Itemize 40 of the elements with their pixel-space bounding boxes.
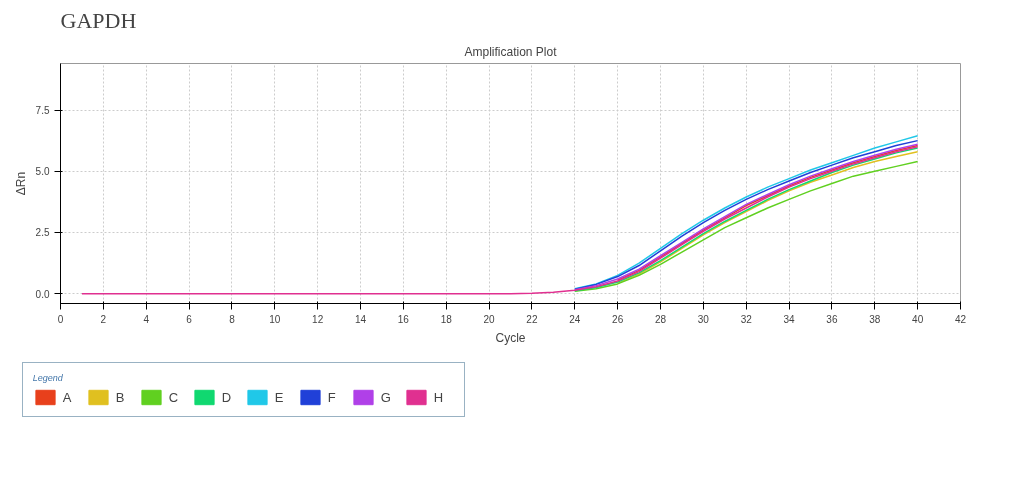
- y-axis-title: ΔRn: [13, 171, 28, 196]
- x-axis-title: Cycle: [495, 330, 526, 345]
- legend-label: F: [327, 389, 337, 405]
- x-tick-label: 36: [826, 313, 838, 325]
- x-tick-label: 2: [100, 313, 107, 325]
- x-tick-label: 38: [869, 313, 881, 325]
- legend-title: Legend: [32, 373, 64, 383]
- legend-label: A: [62, 389, 73, 405]
- legend-label: H: [433, 389, 445, 405]
- x-tick-label: 28: [654, 313, 667, 325]
- x-tick-label: 8: [229, 313, 236, 325]
- x-tick-label: 40: [912, 313, 924, 325]
- x-tick-label: 30: [697, 313, 710, 325]
- x-tick-label: 42: [954, 313, 967, 325]
- legend-label: E: [274, 389, 285, 405]
- x-tick-label: 20: [483, 313, 496, 325]
- x-tick-label: 6: [186, 313, 193, 325]
- x-tick-label: 22: [526, 313, 538, 325]
- x-tick-label: 34: [783, 313, 796, 325]
- legend-label: G: [380, 389, 392, 405]
- y-tick-label: 7.5: [35, 105, 50, 117]
- legend-label: C: [168, 389, 180, 405]
- x-tick-label: 10: [269, 313, 281, 325]
- chart-subtitle: Amplification Plot: [464, 44, 558, 59]
- legend-label: B: [115, 389, 126, 405]
- x-tick-label: 14: [354, 313, 367, 325]
- x-tick-label: 12: [312, 313, 324, 325]
- y-tick-label: 0.0: [35, 288, 50, 300]
- legend-label: D: [221, 389, 233, 405]
- y-tick-label: 2.5: [35, 227, 50, 239]
- x-tick-label: 4: [143, 313, 150, 325]
- chart-title: GAPDH: [60, 7, 137, 33]
- x-tick-label: 18: [440, 313, 453, 325]
- x-tick-label: 16: [397, 313, 410, 325]
- x-tick-label: 24: [569, 313, 581, 325]
- x-tick-label: 26: [612, 313, 624, 325]
- y-tick-label: 5.0: [35, 166, 50, 178]
- x-tick-label: 32: [740, 313, 753, 325]
- line-series: [81, 146, 919, 295]
- x-tick-label: 0: [57, 313, 64, 325]
